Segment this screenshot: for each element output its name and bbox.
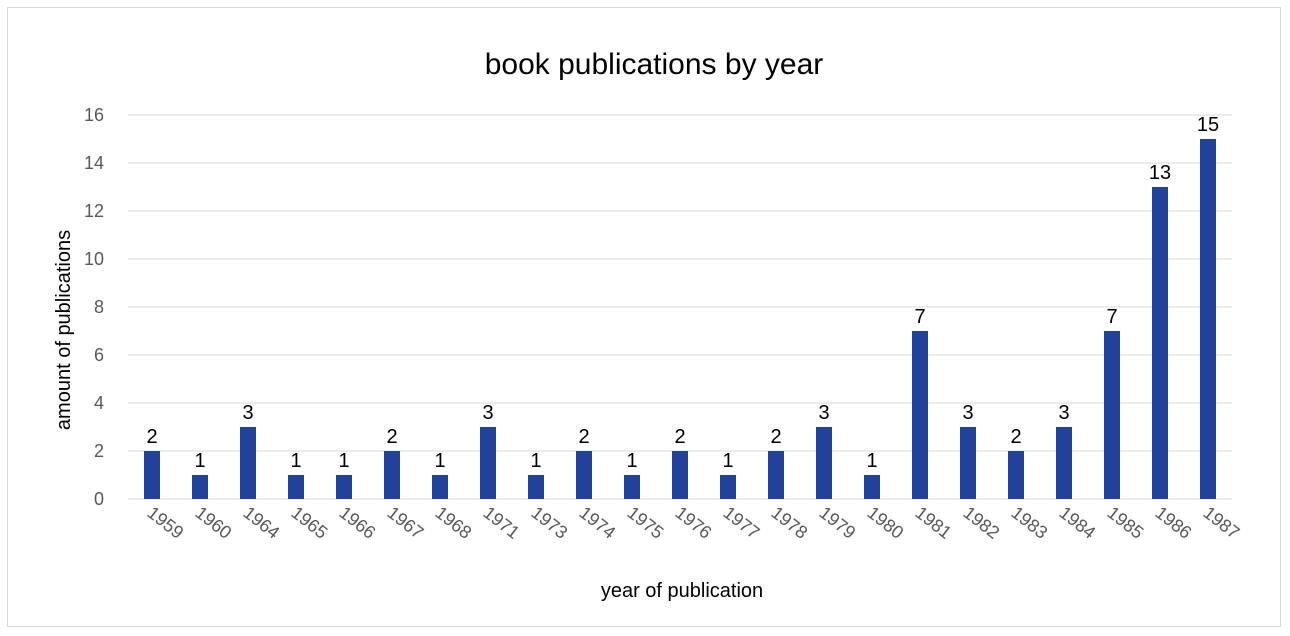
data-label-1981: 7 xyxy=(914,306,925,328)
bar-1981 xyxy=(912,331,928,499)
bar-1967 xyxy=(384,451,400,499)
bar-1977 xyxy=(720,475,736,499)
bar-1986 xyxy=(1152,187,1168,499)
data-label-1984: 3 xyxy=(1058,402,1069,424)
bar-1974 xyxy=(576,451,592,499)
bar-1985 xyxy=(1104,331,1120,499)
data-label-1986: 13 xyxy=(1149,162,1171,184)
x-tick-label-1959: 1959 xyxy=(144,502,188,542)
y-tick-label: 8 xyxy=(94,297,104,317)
y-axis-tick-labels: 0 2 4 6 8 10 12 14 16 xyxy=(84,105,104,509)
bar-1983 xyxy=(1008,451,1024,499)
data-label-1977: 1 xyxy=(722,450,733,472)
x-tick-label-1960: 1960 xyxy=(192,502,236,542)
bar-1965 xyxy=(288,475,304,499)
data-label-1960: 1 xyxy=(194,450,205,472)
bar-1964 xyxy=(240,427,256,499)
data-label-1966: 1 xyxy=(338,450,349,472)
data-label-1985: 7 xyxy=(1106,306,1117,328)
bar-1960 xyxy=(192,475,208,499)
data-label-1975: 1 xyxy=(626,450,637,472)
data-label-1967: 2 xyxy=(386,426,397,448)
x-tick-label-1965: 1965 xyxy=(288,502,332,542)
bar-1968 xyxy=(432,475,448,499)
bar-1973 xyxy=(528,475,544,499)
x-tick-label-1976: 1976 xyxy=(672,502,716,542)
y-tick-label: 0 xyxy=(94,489,104,509)
data-label-1982: 3 xyxy=(962,402,973,424)
x-tick-label-1971: 1971 xyxy=(480,502,524,542)
y-axis-title: amount of publications xyxy=(53,230,75,430)
x-tick-label-1968: 1968 xyxy=(432,502,476,542)
x-tick-label-1984: 1984 xyxy=(1056,502,1100,542)
x-axis-title: year of publication xyxy=(601,580,763,602)
x-tick-label-1967: 1967 xyxy=(384,502,428,542)
x-tick-label-1987: 1987 xyxy=(1200,502,1244,542)
x-tick-label-1973: 1973 xyxy=(528,502,572,542)
bars xyxy=(144,139,1216,499)
data-label-1964: 3 xyxy=(242,402,253,424)
bar-1975 xyxy=(624,475,640,499)
x-tick-label-1983: 1983 xyxy=(1008,502,1052,542)
x-tick-label-1986: 1986 xyxy=(1152,502,1196,542)
data-label-1979: 3 xyxy=(818,402,829,424)
data-label-1983: 2 xyxy=(1010,426,1021,448)
x-tick-label-1978: 1978 xyxy=(768,502,812,542)
data-label-1959: 2 xyxy=(146,426,157,448)
chart-frame xyxy=(7,7,1281,627)
bar-1971 xyxy=(480,427,496,499)
y-tick-label: 10 xyxy=(84,249,104,269)
y-tick-label: 6 xyxy=(94,345,104,365)
bar-1979 xyxy=(816,427,832,499)
x-tick-label-1974: 1974 xyxy=(576,502,620,542)
data-label-1974: 2 xyxy=(578,426,589,448)
y-tick-label: 4 xyxy=(94,393,104,413)
bar-1976 xyxy=(672,451,688,499)
data-label-1973: 1 xyxy=(530,450,541,472)
x-tick-label-1979: 1979 xyxy=(816,502,860,542)
bar-1980 xyxy=(864,475,880,499)
chart-title: book publications by year xyxy=(485,48,824,81)
y-tick-label: 14 xyxy=(84,153,104,173)
bar-1982 xyxy=(960,427,976,499)
bar-1984 xyxy=(1056,427,1072,499)
x-tick-label-1985: 1985 xyxy=(1104,502,1148,542)
y-tick-label: 12 xyxy=(84,201,104,221)
data-label-1968: 1 xyxy=(434,450,445,472)
data-label-1976: 2 xyxy=(674,426,685,448)
x-tick-label-1981: 1981 xyxy=(912,502,956,542)
data-label-1965: 1 xyxy=(290,450,301,472)
x-tick-label-1975: 1975 xyxy=(624,502,668,542)
bar-1959 xyxy=(144,451,160,499)
x-tick-label-1964: 1964 xyxy=(240,502,284,542)
bar-1966 xyxy=(336,475,352,499)
x-axis-tick-labels: 1959 1960 1964 1965 1966 1967 1968 1971 1973 1974… xyxy=(144,502,1244,542)
gridlines xyxy=(128,114,1232,500)
x-tick-label-1982: 1982 xyxy=(960,502,1004,542)
x-tick-label-1966: 1966 xyxy=(336,502,380,542)
data-label-1987: 15 xyxy=(1197,114,1219,136)
data-label-1980: 1 xyxy=(866,450,877,472)
x-tick-label-1980: 1980 xyxy=(864,502,908,542)
y-tick-label: 16 xyxy=(84,105,104,125)
data-label-1978: 2 xyxy=(770,426,781,448)
x-tick-label-1977: 1977 xyxy=(720,502,764,542)
bar-1978 xyxy=(768,451,784,499)
data-label-1971: 3 xyxy=(482,402,493,424)
bar-1987 xyxy=(1200,139,1216,499)
y-tick-label: 2 xyxy=(94,441,104,461)
